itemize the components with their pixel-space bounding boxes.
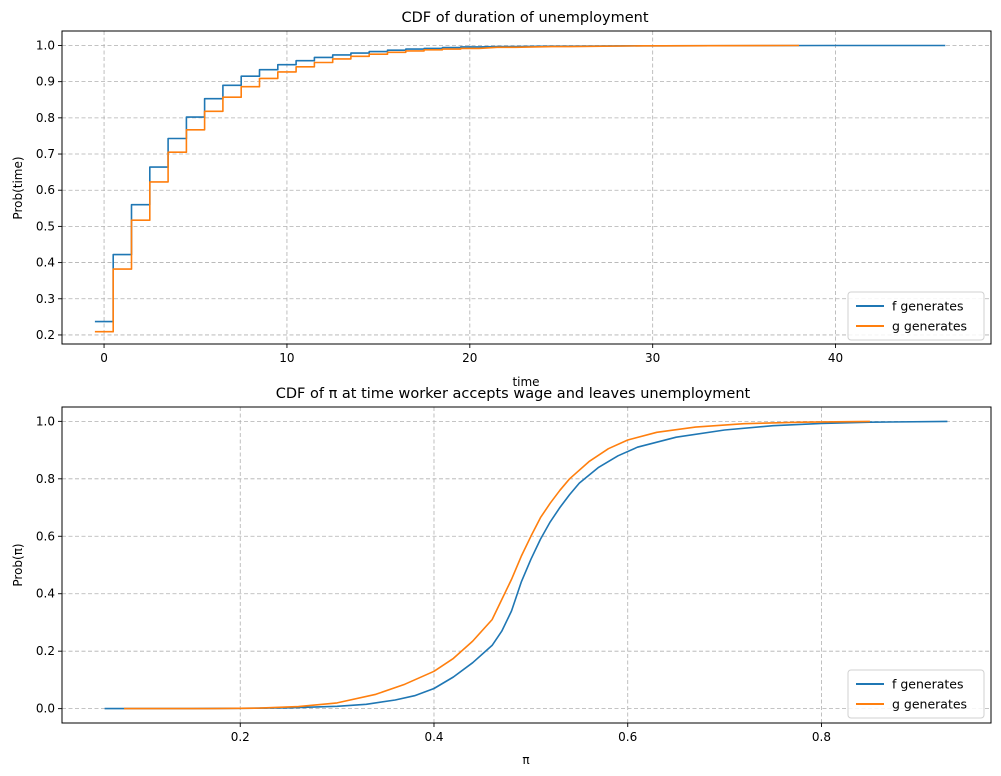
gridlines [62, 31, 991, 344]
legend-label: g generates [892, 697, 967, 712]
y-tick-label: 0.7 [36, 147, 55, 161]
chart-title: CDF of duration of unemployment [401, 10, 648, 26]
x-axis-label: time [512, 375, 539, 389]
legend-label: f generates [892, 299, 964, 314]
y-axis-label: Prob(π) [11, 543, 25, 586]
y-tick-label: 1.0 [36, 414, 55, 428]
y-tick-label: 0.8 [36, 472, 55, 486]
legend-label: g generates [892, 319, 967, 334]
y-tick-label: 0.4 [36, 256, 55, 270]
x-tick-label: 40 [828, 351, 843, 365]
y-tick-label: 1.0 [36, 38, 55, 52]
x-tick-label: 10 [279, 351, 294, 365]
x-tick-label: 30 [645, 351, 660, 365]
x-tick-label: 0.2 [231, 730, 250, 744]
y-axis-label: Prob(time) [11, 156, 25, 219]
y-tick-label: 0.2 [36, 644, 55, 658]
legend-box [847, 291, 985, 341]
y-tick-label: 0.6 [36, 183, 55, 197]
y-tick-label: 0.9 [36, 75, 55, 89]
x-tick-label: 0.4 [424, 730, 443, 744]
series-line-g [94, 44, 799, 333]
series-line-f [104, 420, 948, 710]
legend: f generates g generates [847, 669, 985, 719]
chart-title: CDF of π at time worker accepts wage and… [276, 386, 751, 402]
series-line-g [124, 420, 870, 710]
duration-cdf-chart: CDF of duration of unemployment 0 10 20 30 4… [11, 10, 992, 389]
plot-frame [61, 406, 992, 724]
legend-label: f generates [892, 677, 964, 692]
y-tick-label: 0.2 [36, 328, 55, 342]
pi-cdf-chart: CDF of π at time worker accepts wage and… [11, 386, 992, 767]
legend: f generates g generates [847, 291, 985, 341]
y-tick-label: 0.3 [36, 292, 55, 306]
x-tick-label: 20 [462, 351, 477, 365]
gridlines [62, 407, 991, 723]
y-tick-label: 0.8 [36, 111, 55, 125]
y-tick-label: 0.0 [36, 702, 55, 716]
y-tick-label: 0.5 [36, 219, 55, 233]
plot-frame [61, 30, 992, 345]
series-lines [94, 44, 946, 333]
y-tick-label: 0.6 [36, 529, 55, 543]
x-axis-label: π [522, 753, 529, 767]
legend-box [847, 669, 985, 719]
x-tick-label: 0.6 [618, 730, 637, 744]
axis-ticks: 0 10 20 30 40 0.2 0.3 0.4 0.5 0.6 0.7 0.8 0.9 1.0 [36, 38, 843, 365]
axis-ticks: 0.2 0.4 0.6 0.8 0.0 0.2 0.4 0.6 0.8 1.0 [36, 414, 831, 744]
series-lines [104, 420, 948, 710]
x-tick-label: 0 [100, 351, 108, 365]
y-tick-label: 0.4 [36, 587, 55, 601]
x-tick-label: 0.8 [812, 730, 831, 744]
